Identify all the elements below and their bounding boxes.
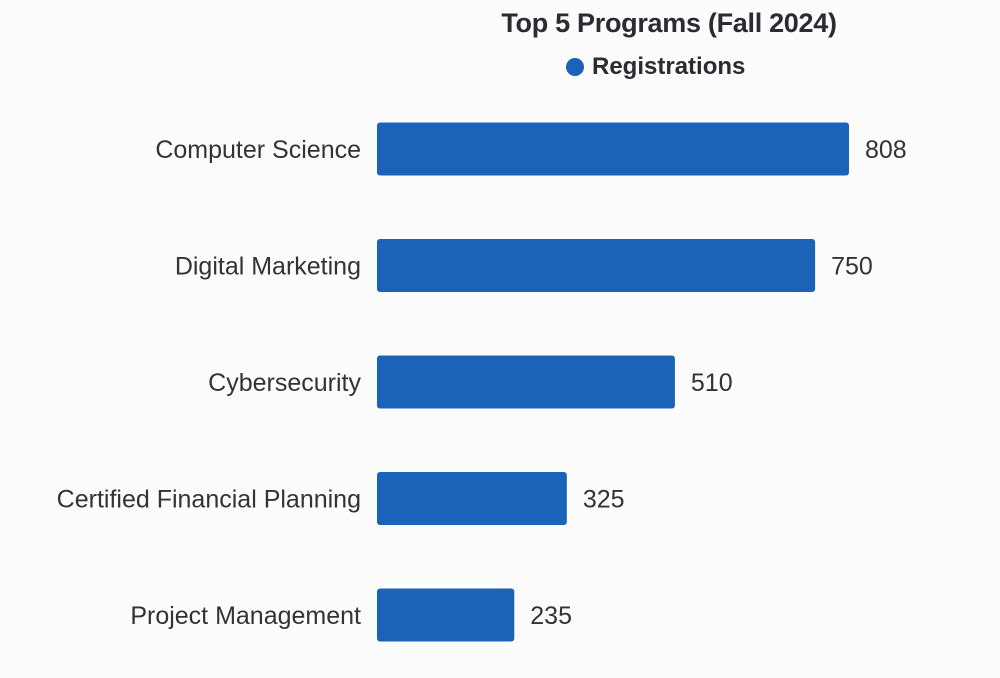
bar-1 xyxy=(377,239,816,292)
category-label-4: Project Management xyxy=(130,602,361,630)
value-label-3: 325 xyxy=(583,486,625,514)
bar-3 xyxy=(377,472,567,525)
legend-label-registrations: Registrations xyxy=(592,53,746,80)
category-label-1: Digital Marketing xyxy=(175,253,361,281)
value-label-2: 510 xyxy=(691,369,733,397)
legend: Registrations xyxy=(566,52,745,82)
bar-4 xyxy=(377,588,515,642)
bar-2 xyxy=(377,355,675,409)
legend-swatch xyxy=(566,58,584,76)
category-label-3: Certified Financial Planning xyxy=(57,486,361,514)
category-label-2: Cybersecurity xyxy=(208,369,361,397)
category-label-0: Computer Science xyxy=(155,136,361,164)
value-label-1: 750 xyxy=(831,253,873,281)
value-label-4: 235 xyxy=(530,602,572,630)
bar-0 xyxy=(377,122,849,176)
value-label-0: 808 xyxy=(865,136,907,164)
chart-title: Top 5 Programs (Fall 2024) xyxy=(501,8,837,38)
